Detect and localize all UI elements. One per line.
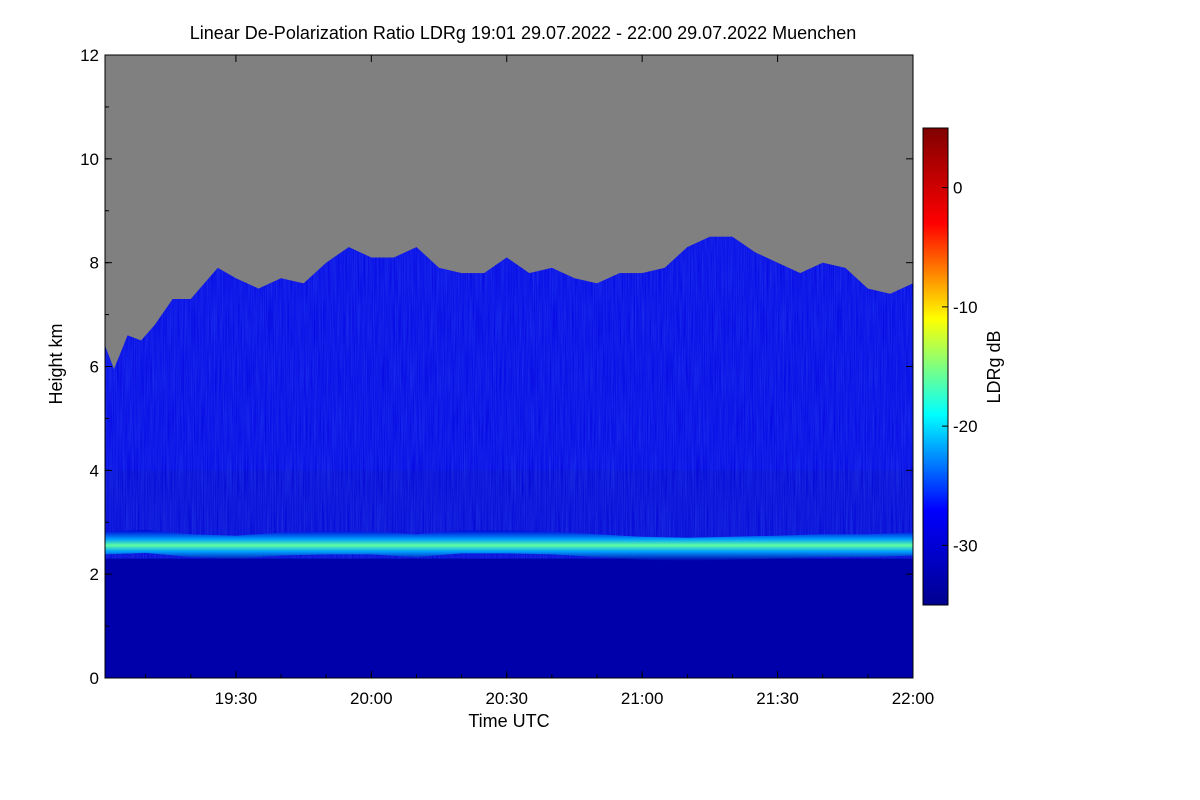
x-tick-label: 22:00 [892, 689, 935, 708]
x-axis: 19:30 20:00 20:30 21:00 21:30 22:00 [145, 55, 935, 708]
colorbar-tick-label: 0 [953, 179, 962, 198]
x-tick-label: 21:00 [621, 689, 664, 708]
x-axis-label: Time UTC [468, 711, 549, 731]
y-axis-label: Height km [46, 323, 66, 404]
y-tick-label: 4 [90, 461, 99, 480]
colorbar-tick-label: -20 [953, 417, 978, 436]
colorbar-ticks: 0 -10 -20 -30 [942, 179, 978, 555]
colorbar-tick-label: -10 [953, 298, 978, 317]
y-tick-label: 10 [80, 150, 99, 169]
y-tick-label: 2 [90, 565, 99, 584]
y-tick-label: 6 [90, 358, 99, 377]
plot-area [105, 55, 913, 678]
x-tick-label: 19:30 [215, 689, 258, 708]
low-ldr-region [105, 558, 913, 678]
x-tick-label: 20:00 [350, 689, 393, 708]
y-tick-label: 0 [90, 669, 99, 688]
aerosol-layer-band [105, 530, 913, 561]
colorbar-label: LDRg dB [984, 330, 1004, 403]
colorbar-scale [922, 127, 949, 606]
y-tick-label: 12 [80, 46, 99, 65]
y-tick-label: 8 [90, 254, 99, 273]
x-tick-label: 21:30 [756, 689, 799, 708]
x-tick-label: 20:30 [485, 689, 528, 708]
colorbar: 0 -10 -20 -30 [922, 127, 978, 606]
colorbar-tick-label: -30 [953, 536, 978, 555]
y-axis: 0 2 4 6 8 10 12 [80, 46, 913, 688]
chart-title: Linear De-Polarization Ratio LDRg 19:01 … [190, 23, 856, 43]
